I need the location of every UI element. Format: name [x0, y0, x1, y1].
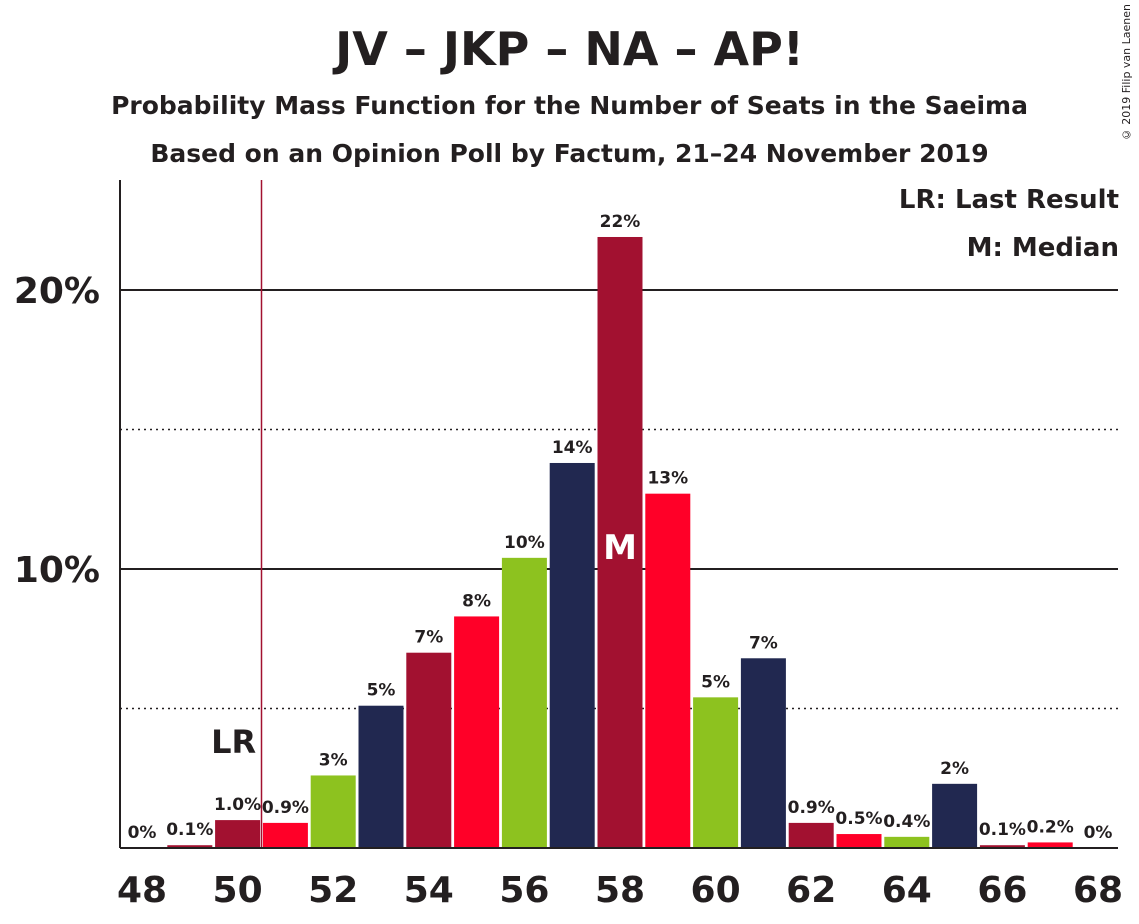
- bar-value-label: 5%: [701, 672, 730, 692]
- bar: [406, 652, 452, 848]
- x-tick-label: 64: [882, 870, 932, 911]
- bar: [884, 836, 930, 848]
- bar-value-label: 3%: [319, 750, 348, 770]
- bar-value-label: 22%: [600, 212, 641, 232]
- bar-value-label: 0.2%: [1027, 817, 1074, 837]
- bar-value-label: 2%: [940, 759, 969, 779]
- bar: [740, 658, 786, 848]
- bar-value-label: 0.5%: [835, 809, 882, 829]
- bar: [597, 236, 643, 849]
- bar-value-label: 7%: [749, 633, 778, 653]
- x-tick-label: 54: [404, 870, 454, 911]
- bar-value-label: 0%: [128, 823, 157, 843]
- bar: [645, 493, 691, 848]
- bar-value-label: 7%: [414, 628, 443, 648]
- legend-last-result: LR: Last Result: [898, 185, 1119, 215]
- x-tick-label: 62: [786, 870, 836, 911]
- x-tick-label: 58: [595, 870, 645, 911]
- legend-median: M: Median: [966, 233, 1119, 263]
- bar-value-label: 0.1%: [166, 820, 213, 840]
- bar: [1027, 842, 1073, 848]
- bar-value-label: 10%: [504, 533, 545, 553]
- bar: [310, 775, 356, 848]
- x-tick-label: 66: [977, 870, 1027, 911]
- bar: [836, 834, 882, 848]
- y-tick-label: 10%: [14, 550, 100, 591]
- x-tick-label: 60: [691, 870, 741, 911]
- bar-value-label: 0.9%: [788, 798, 835, 818]
- bar: [167, 845, 213, 848]
- bar-value-label: 0.4%: [883, 812, 930, 832]
- bar: [788, 822, 834, 848]
- y-tick-label: 20%: [14, 271, 100, 312]
- chart-subtitle: Probability Mass Function for the Number…: [111, 91, 1028, 120]
- chart-subtitle-poll: Based on an Opinion Poll by Factum, 21–2…: [150, 139, 989, 168]
- label-background: [594, 206, 646, 233]
- bar-value-label: 0%: [1084, 823, 1113, 843]
- bar: [215, 820, 261, 848]
- bar: [932, 783, 978, 848]
- bar: [693, 697, 739, 848]
- bar-value-label: 5%: [367, 681, 396, 701]
- x-tick-label: 68: [1073, 870, 1123, 911]
- x-tick-label: 56: [499, 870, 549, 911]
- bar-value-label: 13%: [647, 469, 688, 489]
- bar: [979, 845, 1025, 848]
- bar-value-label: 1.0%: [214, 795, 261, 815]
- last-result-label: LR: [211, 723, 256, 761]
- bar: [358, 705, 404, 848]
- bar: [549, 462, 595, 848]
- bar: [262, 822, 308, 848]
- bar: [501, 557, 547, 848]
- x-tick-label: 48: [117, 870, 167, 911]
- bar: [454, 616, 500, 848]
- bar-value-label: 0.9%: [262, 798, 309, 818]
- bar-value-label: 14%: [552, 438, 593, 458]
- bar-value-label: 0.1%: [979, 820, 1026, 840]
- median-marker: M: [603, 528, 637, 568]
- x-tick-label: 50: [213, 870, 263, 911]
- bar-value-label: 8%: [462, 591, 491, 611]
- chart-title: JV – JKP – NA – AP!: [335, 22, 804, 76]
- x-tick-label: 52: [308, 870, 358, 911]
